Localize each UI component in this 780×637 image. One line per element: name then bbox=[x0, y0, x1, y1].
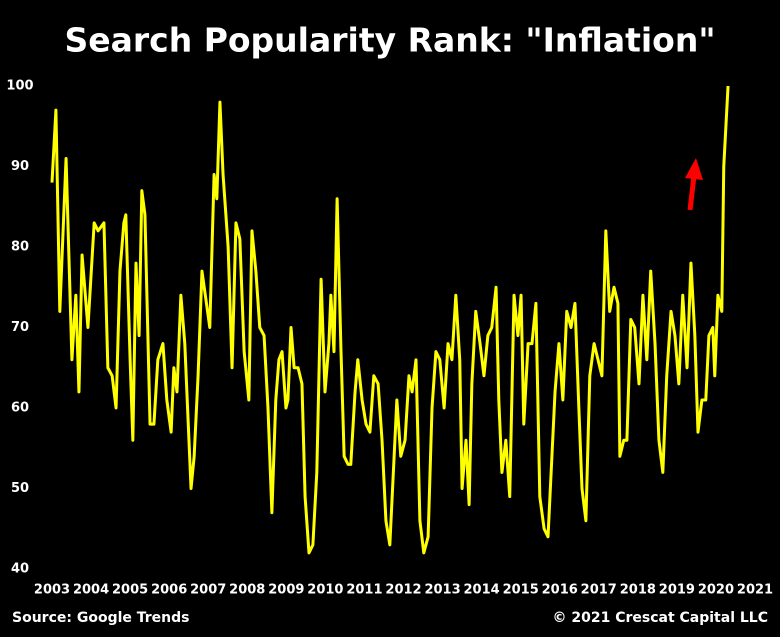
source: Source: Google Trends bbox=[12, 610, 190, 626]
arrow-head bbox=[685, 158, 703, 180]
x-tick-label: 2017 bbox=[581, 583, 617, 598]
x-tick-label: 2010 bbox=[307, 583, 343, 598]
x-tick-label: 2013 bbox=[424, 583, 460, 598]
y-tick-label: 70 bbox=[11, 320, 29, 335]
y-tick-label: 40 bbox=[11, 562, 29, 577]
y-tick-label: 90 bbox=[11, 159, 29, 174]
copyright: © 2021 Crescat Capital LLC bbox=[552, 610, 768, 626]
x-tick-label: 2015 bbox=[503, 583, 539, 598]
x-tick-label: 2019 bbox=[659, 583, 695, 598]
y-tick-label: 100 bbox=[6, 79, 33, 94]
data-line bbox=[50, 85, 730, 555]
annotation-arrow bbox=[685, 158, 703, 211]
y-tick-label: 80 bbox=[11, 240, 29, 255]
x-tick-label: 2009 bbox=[268, 583, 304, 598]
y-tick-label: 50 bbox=[11, 481, 29, 496]
x-tick-label: 2007 bbox=[190, 583, 226, 598]
x-tick-label: 2016 bbox=[542, 583, 578, 598]
x-tick-label: 2014 bbox=[464, 583, 500, 598]
x-tick-label: 2008 bbox=[229, 583, 265, 598]
x-tick-label: 2012 bbox=[385, 583, 421, 598]
x-tick-label: 2005 bbox=[112, 583, 148, 598]
chart-title: Search Popularity Rank: "Inflation" bbox=[64, 21, 715, 60]
x-tick-label: 2020 bbox=[698, 583, 734, 598]
x-tick-label: 2018 bbox=[620, 583, 656, 598]
y-tick-label: 60 bbox=[11, 401, 29, 416]
x-tick-label: 2021 bbox=[737, 583, 773, 598]
x-tick-label: 2004 bbox=[73, 583, 109, 598]
x-tick-label: 2003 bbox=[34, 583, 70, 598]
x-tick-label: 2011 bbox=[346, 583, 382, 598]
x-tick-label: 2006 bbox=[151, 583, 187, 598]
arrow-shaft bbox=[687, 175, 697, 211]
